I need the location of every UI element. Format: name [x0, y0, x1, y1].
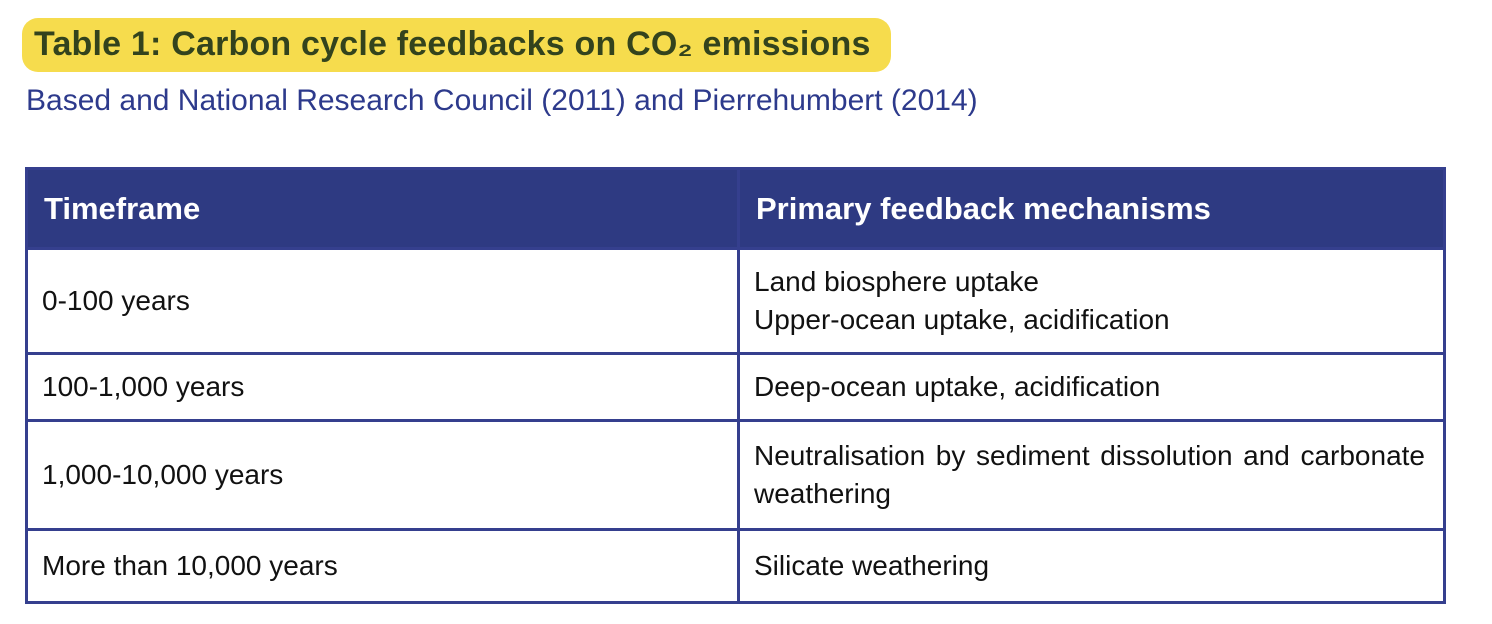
timeframe-cell: 0-100 years — [25, 247, 740, 355]
table-row: 100-1,000 years Deep-ocean uptake, acidif… — [25, 352, 1446, 422]
carbon-feedbacks-table: Timeframe Primary feedback mechanisms 0-… — [25, 167, 1446, 604]
title-highlight: Table 1: Carbon cycle feedbacks on CO₂ e… — [22, 18, 891, 72]
mechanism-line: Neutralisation by sediment dissolution a… — [754, 440, 1425, 509]
mechanism-line: Upper-ocean uptake, acidification — [754, 304, 1170, 335]
table-row: 1,000-10,000 years Neutralisation by sedi… — [25, 419, 1446, 531]
table-row: 0-100 years Land biosphere uptake Upper-oc… — [25, 247, 1446, 355]
mechanisms-cell: Silicate weathering — [737, 528, 1446, 604]
mechanisms-cell: Land biosphere uptake Upper-ocean uptake,… — [737, 247, 1446, 355]
table-body: 0-100 years Land biosphere uptake Upper-oc… — [25, 247, 1446, 604]
column-header-timeframe: Timeframe — [25, 167, 740, 250]
page-title: Table 1: Carbon cycle feedbacks on CO₂ e… — [22, 18, 891, 72]
column-header-mechanisms: Primary feedback mechanisms — [737, 167, 1446, 250]
mechanism-line: Deep-ocean uptake, acidification — [754, 371, 1161, 403]
table-header: Timeframe Primary feedback mechanisms — [25, 167, 1446, 250]
mechanisms-cell: Deep-ocean uptake, acidification — [737, 352, 1446, 422]
timeframe-cell: 1,000-10,000 years — [25, 419, 740, 531]
mechanism-line: Silicate weathering — [754, 550, 990, 582]
mechanisms-cell: Neutralisation by sediment dissolution a… — [737, 419, 1446, 531]
mechanism-line: Land biosphere uptake — [754, 266, 1039, 298]
source-note: Based and National Research Council (201… — [26, 84, 978, 117]
timeframe-cell: More than 10,000 years — [25, 528, 740, 604]
header-row: Timeframe Primary feedback mechanisms — [25, 167, 1446, 250]
table-row: More than 10,000 years Silicate weatherin… — [25, 528, 1446, 604]
timeframe-cell: 100-1,000 years — [25, 352, 740, 422]
